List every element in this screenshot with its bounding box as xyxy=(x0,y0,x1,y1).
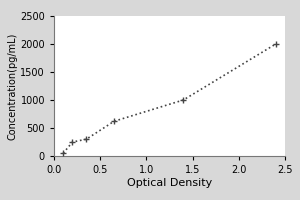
Y-axis label: Concentration(pg/mL): Concentration(pg/mL) xyxy=(8,32,17,140)
Point xyxy=(112,120,116,123)
Point xyxy=(181,98,186,102)
Point xyxy=(70,140,75,144)
Point xyxy=(84,138,89,141)
X-axis label: Optical Density: Optical Density xyxy=(127,178,212,188)
Point xyxy=(273,42,278,46)
Point xyxy=(61,152,66,155)
